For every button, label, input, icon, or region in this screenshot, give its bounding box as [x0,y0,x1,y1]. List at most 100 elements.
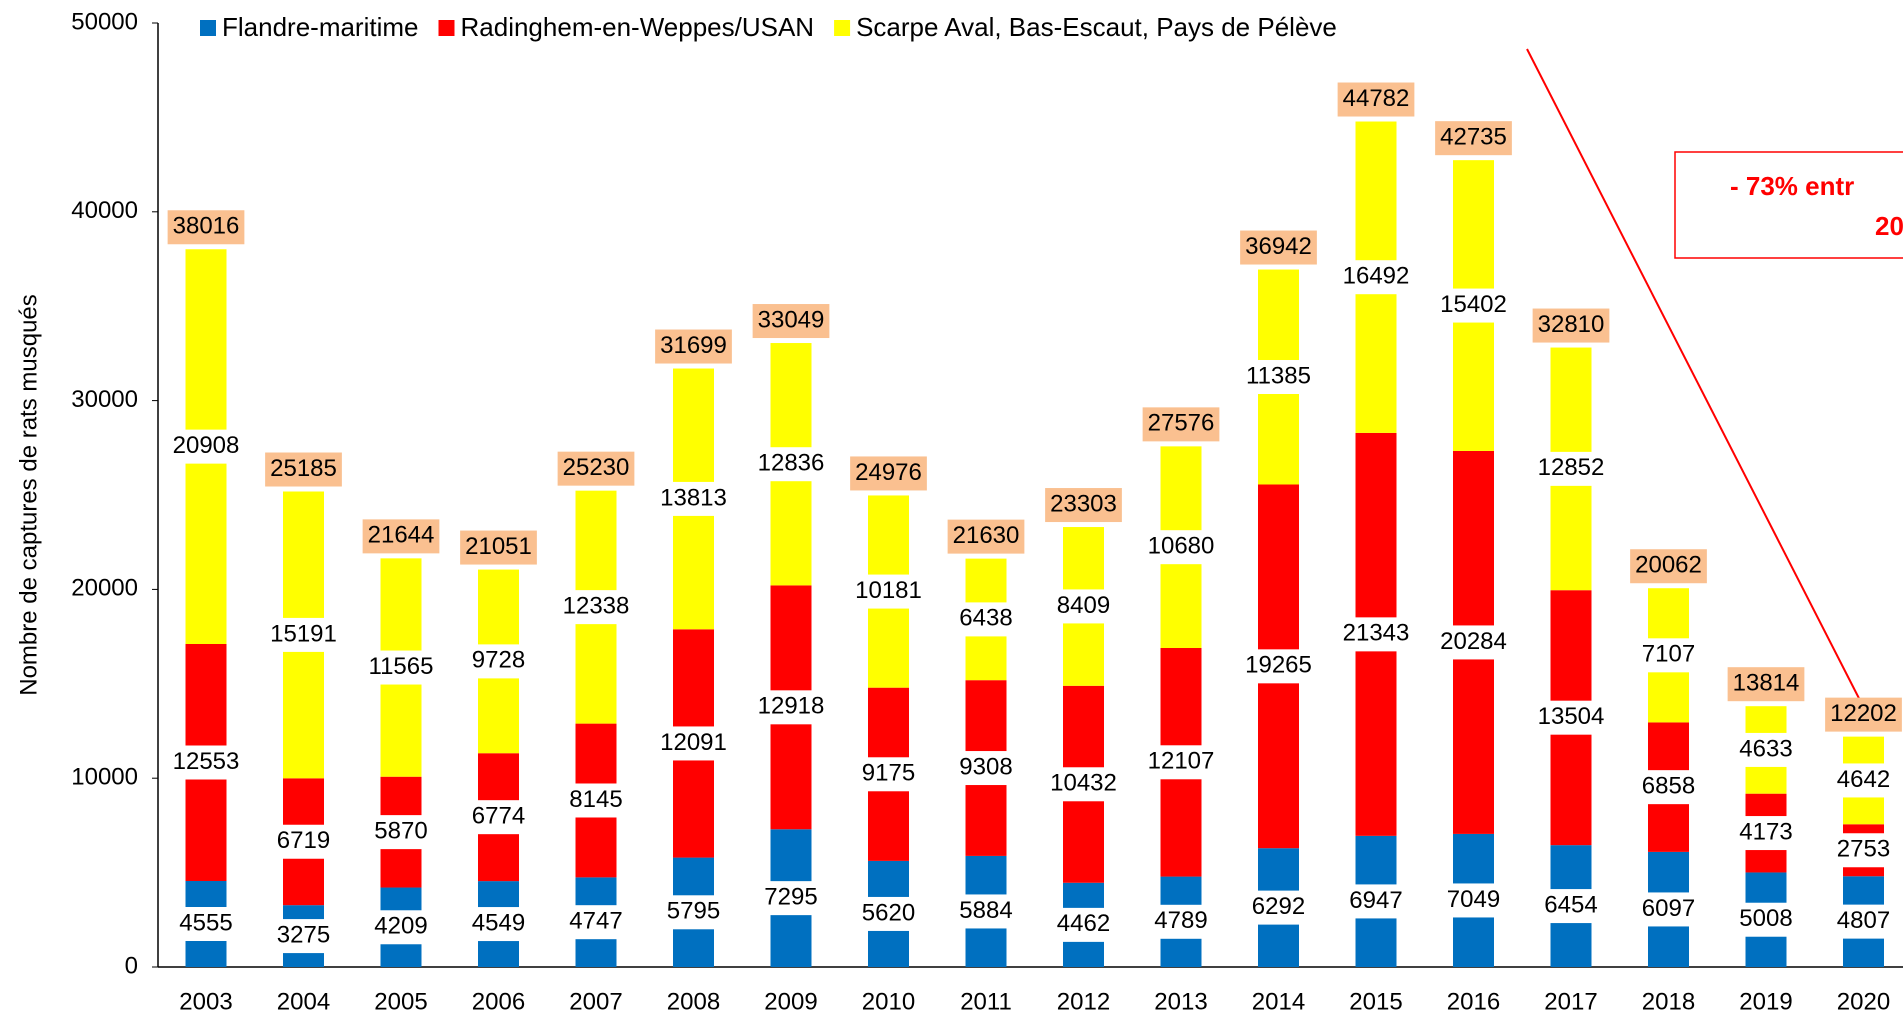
legend-swatch [200,20,216,36]
value-label-group: 12918 [752,690,830,725]
value-label-bg [369,815,433,850]
y-tick-label: 0 [125,952,138,979]
value-label-group: 12091 [655,726,732,761]
total-label-bg [1240,230,1317,265]
y-tick-label: 20000 [71,575,138,602]
value-label-group: 12836 [752,447,830,482]
x-tick-label: 2008 [667,988,720,1013]
value-label: 13504 [1538,703,1605,730]
total-label: 13814 [1733,670,1800,697]
value-label-bg [1734,732,1798,767]
value-label-group: 9308 [954,751,1018,786]
value-label: 12107 [1148,748,1215,775]
value-label: 15402 [1440,291,1507,318]
total-label: 25230 [563,454,630,481]
value-label-bg [661,895,726,930]
value-label: 15191 [270,620,337,647]
value-label-bg [1636,892,1701,927]
value-label: 7107 [1642,641,1695,668]
total-label: 12202 [1830,700,1897,727]
value-label-bg [1441,883,1506,918]
value-label-group: 4549 [466,907,531,942]
legend-label: Flandre-maritime [222,12,419,42]
total-label-bg [1337,82,1415,117]
value-label: 4555 [179,909,232,936]
total-label-group: 13814 [1727,667,1805,702]
value-label-group: 12107 [1142,745,1220,780]
x-tick-label: 2007 [569,988,622,1013]
value-label-bg [1051,907,1116,942]
value-label: 12836 [758,450,825,477]
total-label-group: 23303 [1045,488,1122,523]
total-label-group: 12202 [1825,697,1902,732]
value-label: 5795 [667,898,720,925]
value-label-bg [466,907,531,942]
value-label-bg [369,910,433,945]
total-label-group: 42735 [1435,121,1512,156]
value-label-group: 12338 [557,590,635,625]
value-label: 9308 [959,753,1012,780]
value-label-bg [557,590,635,625]
value-label-group: 4209 [369,910,433,945]
value-label-group: 12553 [167,745,245,780]
total-label-group: 36942 [1240,230,1317,265]
value-label-bg [759,881,823,916]
value-label-group: 6097 [1636,892,1701,927]
legend-swatch [834,20,851,36]
value-label-bg [1246,890,1311,925]
value-label-bg [856,896,921,931]
x-tick-label: 2015 [1349,988,1402,1013]
value-label-bg [1734,816,1798,851]
total-label: 38016 [173,213,240,240]
total-label: 21644 [368,522,435,549]
total-label: 27576 [1148,410,1215,437]
value-label-bg [1532,451,1610,486]
x-tick-label: 2005 [374,988,427,1013]
value-label-group: 6858 [1636,770,1701,805]
x-tick-label: 2004 [277,988,330,1013]
legend-label: Scarpe Aval, Bas-Escaut, Pays de Pélève [856,12,1337,42]
value-label-bg [1051,589,1116,624]
value-label-bg [271,824,336,859]
total-label-group: 31699 [655,329,732,364]
value-label: 6292 [1252,893,1305,920]
value-label: 6858 [1642,772,1695,799]
value-label-bg [752,447,830,482]
total-label-bg [1045,488,1122,523]
annotation-box [1674,151,1903,259]
value-label-group: 20908 [167,429,245,464]
legend-label: Radinghem-en-Weppes/USAN [461,12,815,42]
value-label-bg [167,429,245,464]
value-label-group: 4633 [1734,732,1798,767]
total-label-group: 32810 [1532,308,1610,343]
value-label-bg [1831,904,1896,939]
value-label: 12091 [660,729,727,756]
value-label: 5620 [862,899,915,926]
annotation: - 73% entr [1730,171,1854,201]
value-label: 2753 [1837,836,1890,863]
total-label-bg [1532,308,1610,343]
value-label-bg [1241,360,1316,395]
value-label: 5884 [959,897,1012,924]
total-label-bg [947,519,1025,554]
value-label-bg [265,617,342,652]
value-label-bg [1831,833,1896,868]
value-label-group: 15191 [265,617,342,652]
x-tick-label: 2017 [1544,988,1597,1013]
y-tick-label: 30000 [71,386,138,413]
value-label-group: 3275 [271,919,336,954]
value-label-bg [1435,625,1512,660]
value-label: 6438 [959,605,1012,632]
y-tick-label: 10000 [71,764,138,791]
value-label-group: 5870 [369,815,433,850]
legend: Flandre-maritime Radinghem-en-Weppes/USAN… [200,12,1337,42]
value-label-group: 9175 [856,757,921,792]
value-label-group: 6947 [1344,884,1408,919]
value-label-group: 5795 [661,895,726,930]
value-label-bg [1734,902,1798,937]
trend-arrow [1526,48,1868,716]
value-label-group: 4747 [564,905,628,940]
value-label-group: 7049 [1441,883,1506,918]
value-label: 12918 [758,693,825,720]
